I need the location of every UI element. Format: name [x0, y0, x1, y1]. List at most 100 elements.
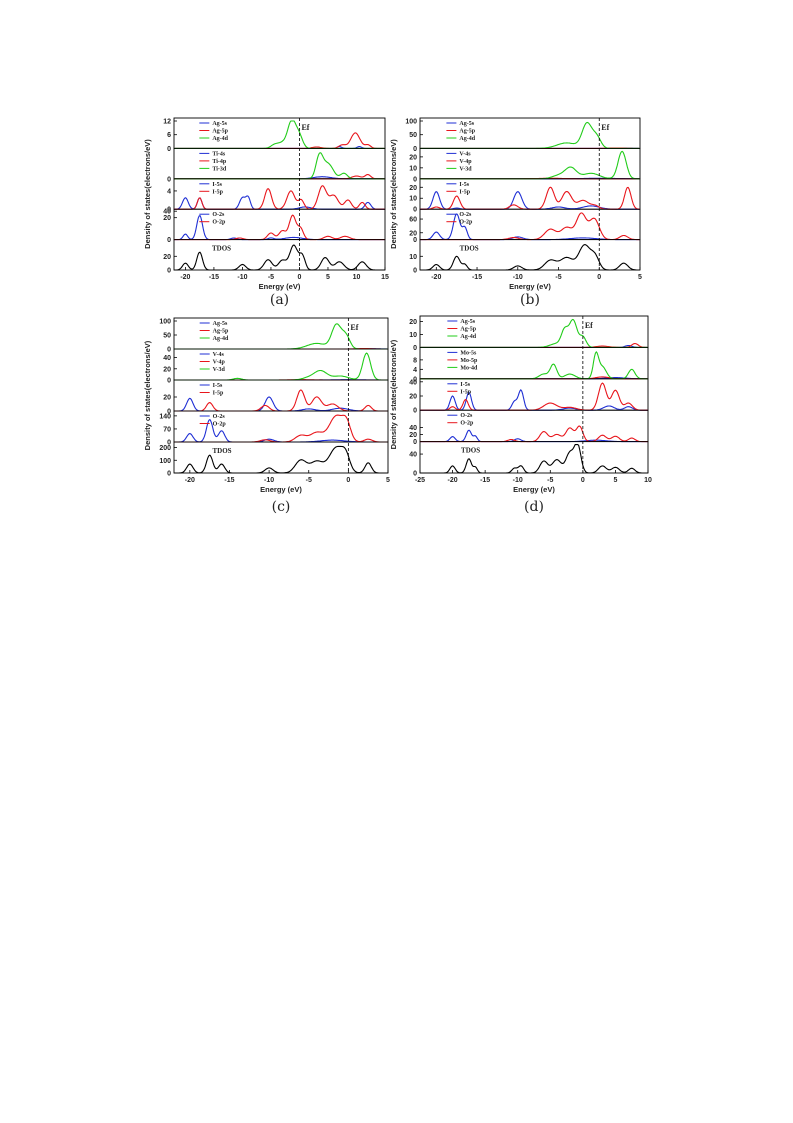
x-tick-label: -10: [513, 477, 523, 484]
legend-label: TDOS: [212, 245, 231, 253]
legend-label: V-4s: [213, 352, 225, 358]
y-tick-label: 4: [413, 367, 417, 374]
series-line-ag-5p: [174, 132, 385, 149]
x-tick-label: -5: [268, 274, 274, 281]
y-tick-label: 4: [167, 188, 171, 195]
y-tick-label: 100: [159, 458, 171, 465]
series-line-ag-5p: [420, 342, 648, 348]
series-line-i-5p: [174, 389, 388, 412]
x-tick-label: 5: [326, 274, 330, 281]
panel-d-subplot-2: 0 20 40 I-5sI-5p: [409, 378, 649, 415]
x-tick-label: -20: [431, 274, 441, 281]
y-tick-label: 10: [409, 165, 417, 172]
y-tick-label: 20: [409, 394, 417, 401]
y-tick-label: 0: [413, 146, 417, 153]
y-tick-label: 40: [409, 379, 417, 386]
legend-label: V-4s: [459, 151, 471, 157]
x-tick-label: -10: [264, 477, 274, 484]
series-line-o-2p: [420, 425, 648, 443]
y-tick-label: 100: [405, 119, 417, 126]
legend-label: V-3d: [213, 367, 226, 373]
panel-c-subplot-1: 0 20 40 V-4s V-4pV-3d: [163, 348, 389, 385]
panel-caption: (b): [520, 292, 540, 308]
x-tick-label: -15: [209, 274, 219, 281]
x-tick-label: -15: [480, 477, 490, 484]
y-tick-label: 0: [413, 176, 417, 183]
series-line-i-5p: [420, 186, 640, 210]
x-tick-label: -20: [180, 274, 190, 281]
y-tick-label: 10: [409, 254, 417, 261]
legend-label: Ag-5s: [460, 319, 475, 325]
y-tick-label: 60: [409, 217, 417, 224]
y-tick-label: 10: [409, 332, 417, 339]
panel-caption: (c): [272, 499, 291, 515]
y-tick-label: 20: [409, 185, 417, 192]
y-tick-label: 200: [159, 445, 171, 452]
x-tick-label: -10: [237, 274, 247, 281]
y-tick-label: 0: [413, 207, 417, 214]
legend-label: Ag-5p: [213, 329, 229, 335]
legend-label: I-5s: [460, 382, 470, 388]
legend-label: Mo-5p: [460, 358, 478, 364]
y-axis-label: Density of states(electrons/eV): [389, 339, 398, 449]
legend-label: V-4p: [459, 159, 472, 165]
y-axis-label: Density of states(electrons/eV): [389, 139, 398, 249]
x-tick-label: 0: [298, 274, 302, 281]
y-tick-label: 40: [409, 452, 417, 459]
legend-label: Ag-4d: [459, 136, 475, 142]
y-tick-label: 8: [413, 357, 417, 364]
series-line-tdos: [174, 244, 385, 271]
x-tick-label: 5: [613, 477, 617, 484]
panel-caption: (a): [270, 292, 289, 308]
x-tick-label: 10: [353, 274, 361, 281]
legend-label: I-5s: [212, 182, 222, 188]
y-tick-label: 0: [413, 439, 417, 446]
legend-label: Ti-4s: [212, 151, 226, 157]
legend-label: Ti-3d: [212, 166, 227, 172]
y-tick-label: 20: [163, 254, 171, 261]
x-axis-label: Energy (eV): [513, 485, 555, 494]
y-tick-label: 0: [167, 409, 171, 416]
legend-label: V-3d: [459, 166, 472, 172]
y-axis-label: Density of states(electrons/eV): [143, 340, 152, 450]
panel-b-subplot-1: 0 10 20 V-4s V-4pV-3d: [409, 147, 641, 183]
series-line-tdos: [420, 444, 648, 474]
series-line-v-3d: [420, 150, 640, 180]
legend-label: Ag-5s: [213, 321, 228, 327]
legend-label: Ag-5s: [212, 121, 227, 127]
x-tick-label: 0: [581, 477, 585, 484]
subplot-frame: [173, 239, 386, 271]
legend-label: TDOS: [213, 447, 232, 455]
x-tick-label: -20: [448, 477, 458, 484]
y-tick-label: 0: [413, 268, 417, 275]
subplot-frame: [419, 239, 641, 271]
y-tick-label: 0: [167, 207, 171, 214]
x-axis-label: Energy (eV): [260, 485, 302, 494]
x-tick-label: 0: [346, 477, 350, 484]
legend-label: I-5p: [459, 189, 470, 195]
y-tick-label: 0: [167, 440, 171, 447]
legend-label: Mo-4d: [460, 365, 478, 371]
legend-label: Ag-4d: [460, 334, 476, 340]
y-tick-label: 6: [167, 132, 171, 139]
y-tick-label: 0: [167, 378, 171, 385]
x-tick-label: 0: [597, 274, 601, 281]
subplot-frame: [173, 441, 389, 474]
series-line-ag-4d: [420, 318, 648, 348]
y-tick-label: 0: [167, 146, 171, 153]
panel-c-subplot-2: 0 20 I-5s I-5p: [163, 379, 389, 416]
series-line-i-5s: [174, 396, 388, 412]
panel-c-subplot-4: 0 100 200 TDOS: [159, 441, 389, 478]
series-line-o-2s: [420, 429, 648, 443]
legend-label: O-2p: [212, 220, 226, 226]
legend-label: O-2p: [213, 422, 227, 428]
